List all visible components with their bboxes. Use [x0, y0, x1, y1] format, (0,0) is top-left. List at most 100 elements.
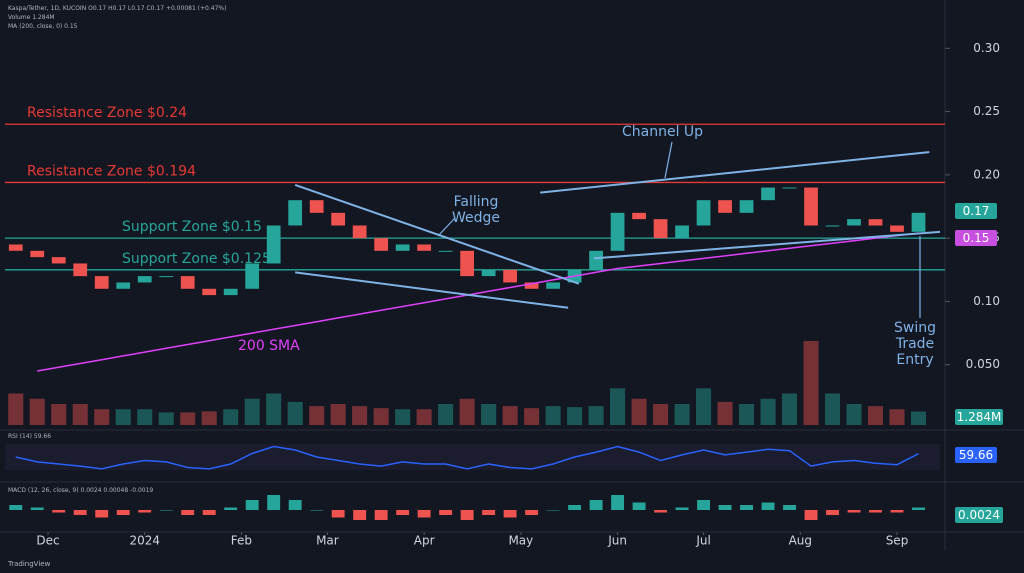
ma-tag: 0.15 — [955, 230, 997, 246]
macd-bar — [568, 505, 582, 510]
volume-bar — [115, 409, 131, 425]
candle — [868, 219, 883, 226]
macd-bar — [267, 495, 281, 510]
volume-bar — [653, 404, 669, 425]
x-tick-label: May — [508, 534, 533, 548]
candle — [137, 276, 152, 283]
candle — [8, 244, 23, 251]
candle — [73, 263, 88, 277]
candle — [51, 257, 66, 264]
macd-bar — [52, 510, 66, 513]
volume-bar — [201, 411, 217, 425]
ma-line — [37, 232, 919, 372]
macd-bar — [116, 510, 130, 515]
macd-bar — [783, 505, 796, 510]
candle — [116, 282, 131, 289]
candle — [288, 200, 303, 226]
volume-bar — [266, 393, 282, 425]
volume-bar — [739, 404, 755, 425]
annotation: Falling Wedge — [452, 194, 501, 226]
x-tick-label: Jun — [607, 534, 627, 548]
volume-bar — [395, 409, 411, 425]
y-tick-label: 0.30 — [973, 41, 1000, 55]
candle — [847, 219, 861, 226]
macd-bar — [202, 510, 216, 515]
volume-bar — [459, 398, 475, 425]
volume-bar — [867, 406, 884, 425]
volume-bar — [180, 412, 196, 425]
candle — [94, 276, 109, 289]
candle — [718, 200, 732, 213]
volume-bar — [782, 393, 798, 425]
rsi-header: RSI (14) 59.66 — [8, 433, 52, 440]
volume-bar — [567, 407, 583, 425]
candle — [460, 250, 475, 277]
macd-bar — [9, 505, 23, 510]
candle — [610, 212, 625, 251]
macd-bar — [310, 510, 324, 511]
volume-bar — [803, 341, 819, 425]
x-tick-label: Feb — [231, 534, 252, 548]
candle — [159, 276, 174, 278]
macd-bar — [417, 510, 431, 518]
candle — [481, 269, 496, 277]
macd-bar — [761, 502, 775, 510]
x-tick-label: Jul — [695, 534, 710, 548]
x-tick-label: Dec — [36, 534, 59, 548]
macd-tag: 0.0024 — [955, 507, 1003, 523]
ma-header: MA (200, close, 0) 0.15 — [8, 23, 78, 30]
volume-bar — [631, 398, 647, 425]
rsi-band — [5, 444, 940, 470]
trendline — [294, 184, 580, 285]
candle — [890, 225, 904, 232]
volume-bar — [373, 408, 389, 425]
candle — [30, 250, 45, 258]
volume-header: Volume 1.284M — [8, 14, 55, 21]
volume-bar — [438, 404, 454, 425]
volume-bar — [889, 409, 905, 425]
volume-bar — [760, 398, 776, 425]
candle — [632, 212, 646, 220]
y-tick-label: 0.050 — [966, 357, 1000, 371]
macd-bar — [718, 505, 732, 510]
macd-header: MACD (12, 26, close, 9) 0.0024 0.00048 -… — [8, 487, 154, 494]
volume-bar — [137, 409, 153, 425]
candle — [223, 288, 238, 296]
zone-label: Support Zone $0.125 — [122, 251, 271, 267]
candle — [331, 212, 346, 226]
y-tick-label: 0.20 — [973, 167, 1000, 181]
macd-bar — [740, 505, 753, 510]
macd-bar — [847, 510, 861, 513]
trendline — [593, 230, 941, 260]
macd-bar — [159, 510, 173, 511]
zone-label: Resistance Zone $0.194 — [27, 163, 196, 179]
candle — [546, 282, 560, 289]
rsi-line — [15, 445, 919, 470]
volume-bar — [846, 404, 862, 425]
annotation: Swing Trade Entry — [894, 320, 936, 368]
macd-bar — [890, 510, 904, 513]
macd-bar — [826, 510, 839, 515]
candle — [309, 200, 324, 213]
candle — [352, 225, 367, 239]
volume-bar — [94, 409, 110, 425]
trendline — [295, 271, 569, 309]
x-tick-label: Sep — [886, 534, 909, 548]
macd-bar — [804, 510, 818, 520]
macd-bar — [546, 510, 560, 511]
macd-bar — [439, 510, 453, 515]
volume-bar — [674, 404, 690, 425]
candle — [524, 282, 539, 289]
macd-bar — [675, 507, 689, 510]
macd-bar — [632, 502, 646, 510]
x-tick-label: Mar — [316, 534, 339, 548]
arrow — [437, 217, 456, 237]
volume-bar — [158, 412, 174, 425]
volume-bar — [910, 411, 927, 425]
candle — [417, 244, 432, 251]
volume-bar — [29, 398, 45, 425]
candle — [589, 250, 603, 270]
footer: TradingView — [8, 560, 51, 568]
